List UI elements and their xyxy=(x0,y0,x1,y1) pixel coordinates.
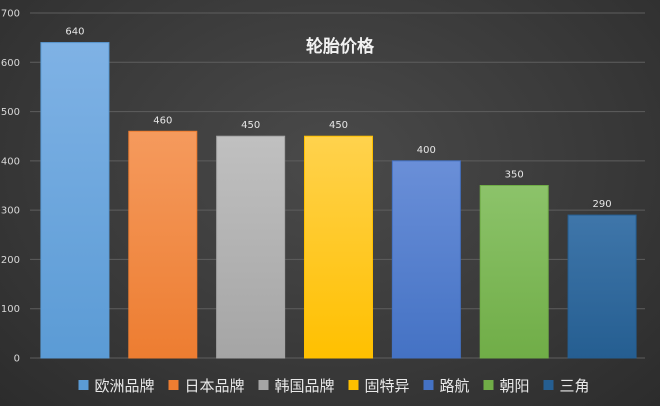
legend-label: 固特异 xyxy=(365,377,410,395)
y-tick-label: 200 xyxy=(1,255,20,266)
data-label: 350 xyxy=(505,170,524,181)
bar xyxy=(479,185,549,359)
data-label: 400 xyxy=(417,145,436,156)
bar xyxy=(304,135,373,359)
data-label: 290 xyxy=(593,199,612,210)
legend-swatch xyxy=(258,380,269,390)
legend-swatch xyxy=(483,380,494,390)
legend-item: 路航 xyxy=(423,377,470,395)
legend-label: 三角 xyxy=(560,377,590,395)
y-tick-label: 100 xyxy=(1,304,20,315)
legend-label: 朝阳 xyxy=(500,377,530,395)
legend-swatch xyxy=(423,380,434,390)
bar xyxy=(40,42,110,359)
data-label: 450 xyxy=(241,120,260,131)
legend-swatch xyxy=(168,380,179,390)
data-labels: 640 460 450 450 400 350 290 xyxy=(65,27,612,210)
legend-item: 朝阳 xyxy=(483,377,530,395)
legend-item: 欧洲品牌 xyxy=(78,377,155,395)
y-tick-label: 400 xyxy=(1,156,20,167)
data-label: 460 xyxy=(153,115,172,126)
y-tick-label: 0 xyxy=(14,354,20,365)
y-tick-label: 500 xyxy=(1,107,20,118)
y-tick-label: 600 xyxy=(1,58,20,69)
bar xyxy=(391,160,461,359)
legend-item: 日本品牌 xyxy=(168,377,245,395)
bar xyxy=(567,214,637,359)
legend-label: 路航 xyxy=(440,377,470,395)
data-label: 640 xyxy=(65,27,84,38)
legend-swatch xyxy=(348,380,359,390)
legend-item: 三角 xyxy=(543,377,590,395)
bars xyxy=(40,42,637,359)
data-label: 450 xyxy=(329,120,348,131)
legend-label: 欧洲品牌 xyxy=(95,377,155,395)
chart-title: 轮胎价格 xyxy=(306,36,375,57)
y-axis-ticks: 0 100 200 300 400 500 600 700 xyxy=(1,9,20,365)
legend-swatch xyxy=(543,380,554,390)
legend-item: 固特异 xyxy=(348,377,410,395)
legend: 欧洲品牌 日本品牌 韩国品牌 固特异 路航 朝阳 三角 xyxy=(78,377,590,395)
bar xyxy=(216,135,286,359)
y-tick-label: 300 xyxy=(1,206,20,217)
y-tick-label: 700 xyxy=(1,9,20,20)
legend-label: 日本品牌 xyxy=(185,377,245,395)
legend-item: 韩国品牌 xyxy=(258,377,335,395)
legend-swatch xyxy=(78,380,89,390)
bar xyxy=(128,130,198,359)
legend-label: 韩国品牌 xyxy=(275,377,335,395)
